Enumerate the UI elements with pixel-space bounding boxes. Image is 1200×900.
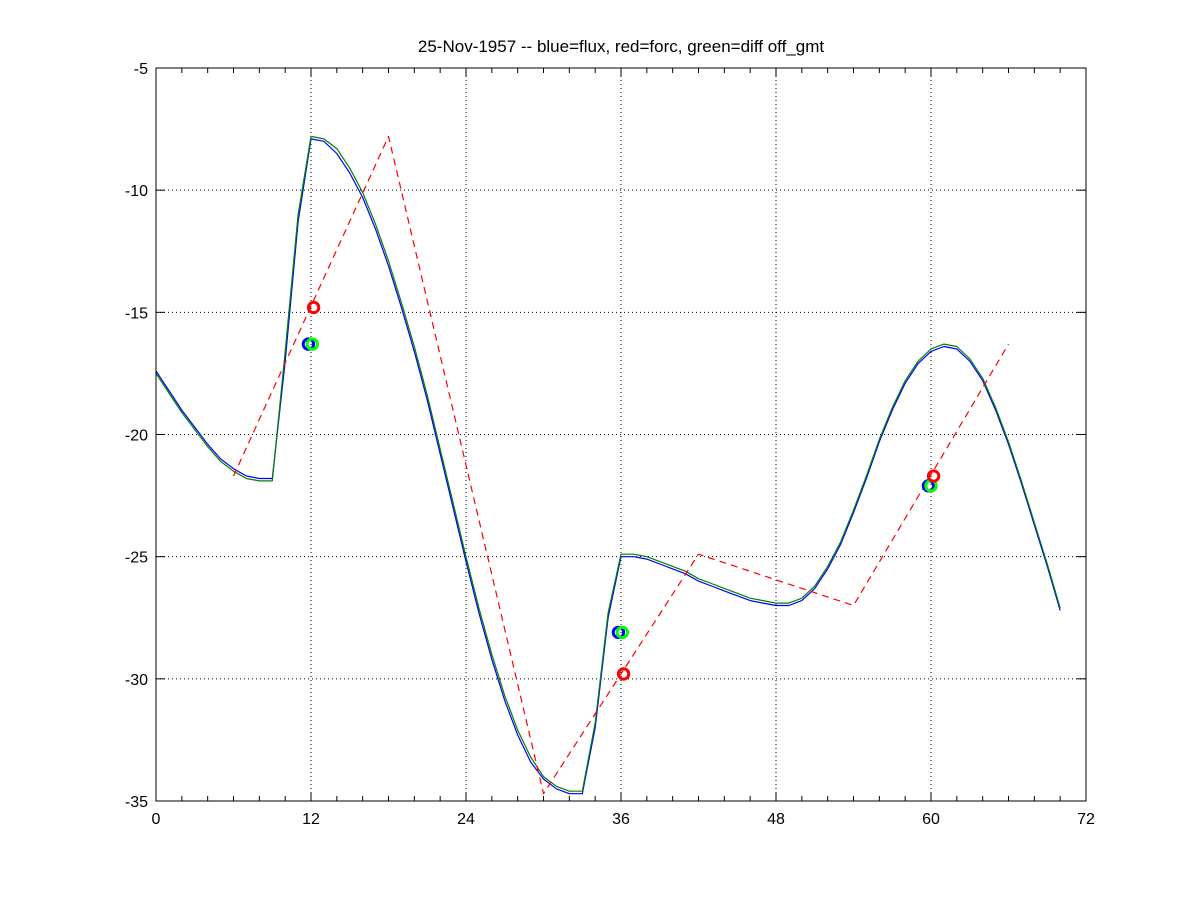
circle-marker — [305, 337, 319, 351]
x-tick-label: 36 — [612, 811, 630, 828]
x-tick-label: 48 — [767, 811, 785, 828]
series-line-2 — [232, 135, 1010, 795]
x-tick-label: 0 — [152, 811, 161, 828]
circle-marker — [926, 469, 941, 483]
circle-marker — [616, 667, 631, 681]
y-tick-label: -35 — [125, 794, 148, 811]
x-tick-label: 24 — [457, 811, 475, 828]
tick-layer: 0 12 24 36 48 60 72 -5 -10 -15 -20 -25 -30 -35 — [125, 61, 1095, 828]
grid-layer — [156, 68, 1086, 801]
y-tick-label: -5 — [134, 61, 148, 78]
chart-title: 25-Nov-1957 -- blue=flux, red=forc, gree… — [418, 37, 824, 56]
y-tick-label: -15 — [125, 305, 148, 322]
series-line-1 — [155, 135, 1061, 792]
y-tick-label: -30 — [125, 672, 148, 689]
circle-marker — [306, 300, 321, 315]
y-tick-label: -25 — [125, 550, 148, 567]
marker-layer — [301, 300, 941, 681]
x-tick-label: 60 — [922, 811, 940, 828]
series-line-0 — [155, 138, 1061, 795]
y-tick-label: -20 — [125, 428, 148, 445]
circle-marker — [615, 625, 629, 640]
series-layer — [155, 135, 1061, 795]
y-tick-label: -10 — [125, 183, 148, 200]
x-tick-label: 72 — [1077, 811, 1095, 828]
x-tick-label: 12 — [302, 811, 320, 828]
